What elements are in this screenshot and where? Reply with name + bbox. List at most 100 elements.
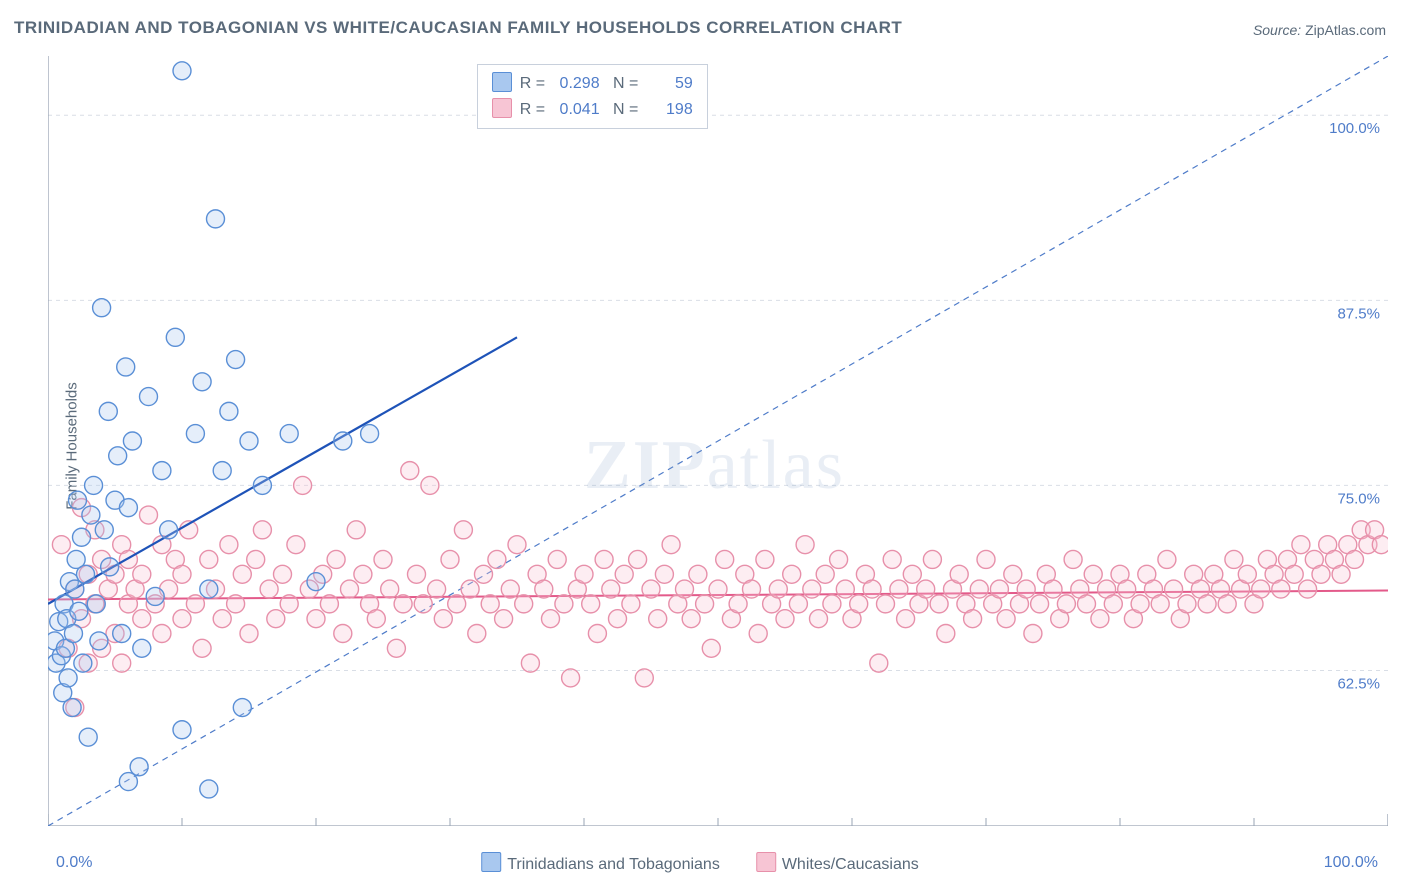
point-tt (79, 728, 97, 746)
point-tt (173, 62, 191, 80)
point-wc (702, 639, 720, 657)
point-wc (850, 595, 868, 613)
point-tt (361, 425, 379, 443)
point-tt (240, 432, 258, 450)
point-wc (173, 610, 191, 628)
point-wc (789, 595, 807, 613)
point-wc (1104, 595, 1122, 613)
point-wc (1252, 580, 1270, 598)
point-wc (769, 580, 787, 598)
point-wc (890, 580, 908, 598)
x-tick-0: 0.0% (56, 854, 92, 872)
point-wc (367, 610, 385, 628)
point-wc (481, 595, 499, 613)
point-wc (816, 565, 834, 583)
point-wc (709, 580, 727, 598)
point-tt (99, 402, 117, 420)
point-wc (220, 536, 238, 554)
point-wc (609, 610, 627, 628)
point-tt (74, 654, 92, 672)
point-wc (1272, 580, 1290, 598)
point-tt (253, 476, 271, 494)
legend-item-wc: Whites/Caucasians (756, 852, 919, 874)
point-wc (227, 595, 245, 613)
point-wc (521, 654, 539, 672)
point-tt (82, 506, 100, 524)
point-wc (1118, 580, 1136, 598)
point-wc (1031, 595, 1049, 613)
point-wc (548, 550, 566, 568)
point-wc (950, 565, 968, 583)
point-wc (1346, 550, 1364, 568)
point-wc (307, 610, 325, 628)
point-wc (1024, 625, 1042, 643)
scatter-plot: 62.5%75.0%87.5%100.0% (48, 56, 1388, 826)
point-wc (970, 580, 988, 598)
point-wc (682, 610, 700, 628)
point-wc (247, 550, 265, 568)
point-wc (655, 565, 673, 583)
point-tt (109, 447, 127, 465)
point-wc (1165, 580, 1183, 598)
y-tick-label: 75.0% (1337, 490, 1380, 507)
point-wc (1057, 595, 1075, 613)
point-tt (119, 773, 137, 791)
point-tt (166, 328, 184, 346)
point-wc (173, 565, 191, 583)
point-wc (810, 610, 828, 628)
point-wc (729, 595, 747, 613)
point-wc (1292, 536, 1310, 554)
point-tt (146, 587, 164, 605)
R-label: R = (520, 75, 545, 92)
N-value: 59 (643, 71, 693, 97)
point-wc (836, 580, 854, 598)
point-wc (830, 550, 848, 568)
point-wc (501, 580, 519, 598)
N-label: N = (613, 101, 638, 118)
point-wc (977, 550, 995, 568)
point-tt (186, 425, 204, 443)
point-wc (186, 595, 204, 613)
point-wc (923, 550, 941, 568)
point-tt (307, 573, 325, 591)
point-wc (1332, 565, 1350, 583)
point-wc (133, 610, 151, 628)
point-tt (117, 358, 135, 376)
point-wc (274, 565, 292, 583)
point-wc (1004, 565, 1022, 583)
point-wc (213, 610, 231, 628)
point-wc (508, 536, 526, 554)
point-wc (1044, 580, 1062, 598)
point-tt (153, 462, 171, 480)
point-wc (441, 550, 459, 568)
point-wc (1091, 610, 1109, 628)
point-tt (160, 521, 178, 539)
point-wc (1078, 595, 1096, 613)
bottom-legend: 0.0% Trinidadians and TobagoniansWhites/… (48, 840, 1388, 880)
point-wc (461, 580, 479, 598)
point-tt (90, 632, 108, 650)
point-wc (897, 610, 915, 628)
point-tt (133, 639, 151, 657)
point-wc (387, 639, 405, 657)
point-wc (696, 595, 714, 613)
point-tt (220, 402, 238, 420)
legend-series: Trinidadians and TobagoniansWhites/Cauca… (481, 852, 955, 874)
point-wc (776, 610, 794, 628)
point-wc (870, 654, 888, 672)
point-wc (1299, 580, 1317, 598)
point-tt (213, 462, 231, 480)
point-wc (1084, 565, 1102, 583)
point-wc (863, 580, 881, 598)
point-tt (68, 491, 86, 509)
point-wc (676, 580, 694, 598)
point-wc (1158, 550, 1176, 568)
point-wc (1178, 595, 1196, 613)
point-tt (200, 780, 218, 798)
stats-row-tt: R = 0.298 N = 59 (492, 71, 693, 97)
legend-label-wc: Whites/Caucasians (782, 856, 919, 873)
point-wc (689, 565, 707, 583)
point-tt (119, 499, 137, 517)
point-tt (95, 521, 113, 539)
point-wc (1372, 536, 1388, 554)
